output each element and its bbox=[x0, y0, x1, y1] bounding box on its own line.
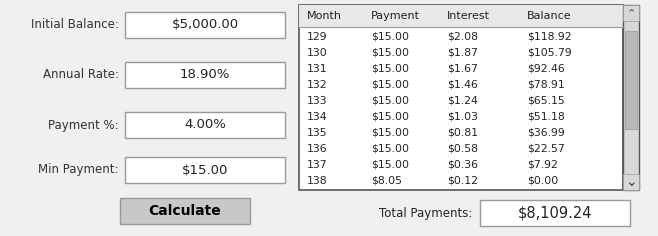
Text: 131: 131 bbox=[307, 63, 328, 73]
Text: Annual Rate:: Annual Rate: bbox=[43, 68, 119, 81]
Text: $1.87: $1.87 bbox=[447, 47, 478, 58]
Text: $15.00: $15.00 bbox=[371, 96, 409, 105]
Text: $1.03: $1.03 bbox=[447, 111, 478, 122]
Text: $1.24: $1.24 bbox=[447, 96, 478, 105]
Text: 138: 138 bbox=[307, 176, 328, 185]
Text: Interest: Interest bbox=[447, 11, 490, 21]
Text: Balance: Balance bbox=[527, 11, 572, 21]
Text: $5,000.00: $5,000.00 bbox=[172, 18, 239, 31]
Text: 129: 129 bbox=[307, 31, 328, 42]
Text: $1.46: $1.46 bbox=[447, 80, 478, 89]
Text: Calculate: Calculate bbox=[149, 204, 221, 218]
Text: 135: 135 bbox=[307, 127, 328, 138]
Text: $15.00: $15.00 bbox=[371, 63, 409, 73]
Bar bbox=[299, 5, 623, 190]
Text: 133: 133 bbox=[307, 96, 328, 105]
Text: $7.92: $7.92 bbox=[527, 160, 558, 169]
Bar bbox=[623, 174, 639, 190]
Text: Initial Balance:: Initial Balance: bbox=[31, 18, 119, 31]
Text: $105.79: $105.79 bbox=[527, 47, 572, 58]
Text: 132: 132 bbox=[307, 80, 328, 89]
Text: Min Payment:: Min Payment: bbox=[39, 164, 119, 177]
Text: Total Payments:: Total Payments: bbox=[378, 206, 472, 219]
Text: $0.36: $0.36 bbox=[447, 160, 478, 169]
Text: $1.67: $1.67 bbox=[447, 63, 478, 73]
Text: $65.15: $65.15 bbox=[527, 96, 565, 105]
Bar bbox=[125, 12, 285, 38]
Bar bbox=[125, 157, 285, 183]
Bar bbox=[623, 5, 639, 21]
Text: $92.46: $92.46 bbox=[527, 63, 565, 73]
Text: 136: 136 bbox=[307, 143, 328, 153]
Text: $0.81: $0.81 bbox=[447, 127, 478, 138]
Text: $22.57: $22.57 bbox=[527, 143, 565, 153]
Text: $78.91: $78.91 bbox=[527, 80, 565, 89]
Bar bbox=[125, 62, 285, 88]
Text: $36.99: $36.99 bbox=[527, 127, 565, 138]
Text: $8.05: $8.05 bbox=[371, 176, 402, 185]
Text: $2.08: $2.08 bbox=[447, 31, 478, 42]
Text: $8,109.24: $8,109.24 bbox=[518, 206, 592, 220]
Text: $15.00: $15.00 bbox=[371, 127, 409, 138]
Text: $51.18: $51.18 bbox=[527, 111, 565, 122]
Bar bbox=[623, 5, 639, 190]
Text: $15.00: $15.00 bbox=[182, 164, 228, 177]
Text: $0.12: $0.12 bbox=[447, 176, 478, 185]
Bar bbox=[120, 198, 250, 224]
Text: $0.58: $0.58 bbox=[447, 143, 478, 153]
Text: $15.00: $15.00 bbox=[371, 143, 409, 153]
Bar bbox=[125, 112, 285, 138]
Text: $118.92: $118.92 bbox=[527, 31, 572, 42]
Text: $15.00: $15.00 bbox=[371, 80, 409, 89]
Text: Month: Month bbox=[307, 11, 342, 21]
Text: 18.90%: 18.90% bbox=[180, 68, 230, 81]
Text: $0.00: $0.00 bbox=[527, 176, 558, 185]
Text: Payment: Payment bbox=[371, 11, 420, 21]
Text: 137: 137 bbox=[307, 160, 328, 169]
Text: 134: 134 bbox=[307, 111, 328, 122]
Text: $15.00: $15.00 bbox=[371, 160, 409, 169]
Text: $15.00: $15.00 bbox=[371, 47, 409, 58]
Text: 4.00%: 4.00% bbox=[184, 118, 226, 131]
Text: $15.00: $15.00 bbox=[371, 111, 409, 122]
Text: ⌃: ⌃ bbox=[626, 8, 636, 18]
Bar bbox=[299, 5, 623, 27]
Bar bbox=[480, 200, 630, 226]
Text: 130: 130 bbox=[307, 47, 328, 58]
Text: $15.00: $15.00 bbox=[371, 31, 409, 42]
Bar bbox=[625, 31, 637, 129]
Text: ⌄: ⌄ bbox=[625, 175, 637, 189]
Text: Payment %:: Payment %: bbox=[49, 118, 119, 131]
